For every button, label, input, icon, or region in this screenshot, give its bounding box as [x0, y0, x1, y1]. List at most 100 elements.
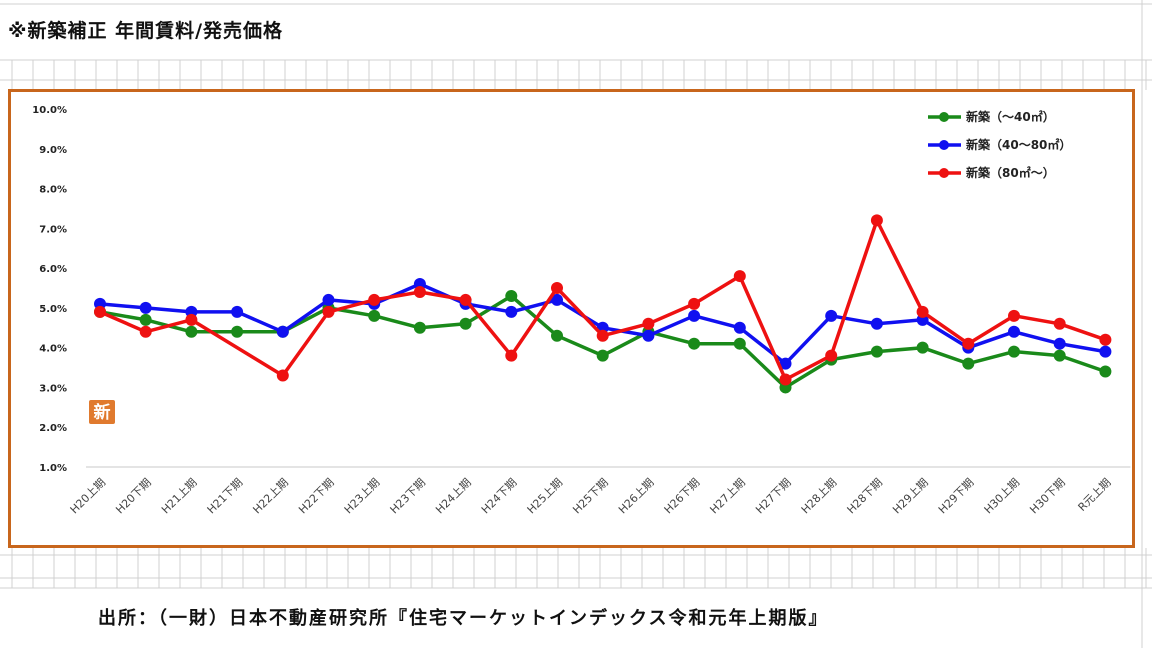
data-point: [870, 317, 883, 330]
x-tick-label: H20下期: [113, 476, 154, 517]
data-point: [413, 285, 426, 298]
data-point: [459, 317, 472, 330]
x-tick-label: H21上期: [159, 476, 200, 517]
x-tick-label: H30下期: [1027, 476, 1068, 517]
x-tick-label: H23下期: [388, 476, 429, 517]
chart-frame[interactable]: 1.0% 2.0% 3.0% 4.0% 5.0% 6.0% 7.0% 8.0% 9.0% 10.0…: [8, 89, 1135, 548]
data-point: [1099, 365, 1112, 378]
data-point: [1053, 337, 1066, 350]
data-point: [231, 305, 244, 318]
data-point: [870, 345, 883, 358]
data-point: [139, 313, 152, 326]
y-tick-label: 3.0%: [39, 383, 67, 394]
data-point: [276, 369, 289, 382]
line-chart: 1.0% 2.0% 3.0% 4.0% 5.0% 6.0% 7.0% 8.0% 9.0% 10.0…: [32, 105, 1131, 517]
x-tick-label: H27下期: [753, 476, 794, 517]
x-tick-label: H23上期: [342, 476, 383, 517]
data-point: [139, 325, 152, 338]
y-tick-label: 6.0%: [39, 264, 67, 275]
series-3: [94, 214, 1112, 386]
data-point: [413, 321, 426, 334]
data-point: [551, 293, 563, 306]
data-point: [916, 305, 929, 318]
data-point: [231, 325, 244, 338]
data-point: [825, 309, 838, 322]
data-point: [505, 349, 518, 362]
legend-marker: [939, 168, 949, 178]
data-point: [733, 321, 746, 334]
data-point: [688, 337, 701, 350]
y-tick-label: 7.0%: [39, 224, 67, 235]
data-point: [1099, 333, 1112, 346]
x-tick-label: H27上期: [707, 476, 748, 517]
data-point: [1008, 345, 1020, 358]
x-tick-label: H20上期: [68, 476, 109, 517]
data-point: [916, 341, 929, 354]
badge-text: 新: [94, 402, 111, 423]
data-point: [1008, 325, 1020, 338]
data-point: [185, 325, 198, 338]
data-point: [459, 293, 472, 306]
y-tick-label: 2.0%: [39, 423, 67, 434]
data-point: [1053, 349, 1066, 362]
x-tick-label: H25下期: [570, 476, 611, 517]
legend-label: 新築（80㎡～）: [966, 165, 1055, 180]
y-tick-label: 9.0%: [39, 145, 67, 156]
data-point: [322, 305, 335, 318]
x-tick-label: H28上期: [799, 476, 840, 517]
x-tick-label: H26上期: [616, 476, 657, 517]
data-point: [870, 214, 883, 227]
data-point: [642, 317, 655, 330]
data-point: [779, 357, 792, 370]
x-tick-label: H30上期: [982, 476, 1023, 517]
y-tick-label: 8.0%: [39, 185, 67, 196]
data-point: [185, 313, 198, 326]
data-point: [962, 337, 975, 350]
x-tick-label: H25上期: [525, 476, 566, 517]
page-heading: ※新築補正 年間賃料/発売価格: [8, 20, 284, 42]
data-point: [505, 289, 518, 302]
data-point: [551, 329, 563, 342]
data-point: [596, 349, 609, 362]
legend-marker: [939, 140, 949, 150]
data-point: [779, 373, 792, 386]
data-point: [596, 329, 609, 342]
data-point: [368, 293, 381, 306]
new-badge: 新: [89, 400, 115, 424]
data-point: [322, 293, 335, 306]
data-point: [1053, 317, 1066, 330]
x-tick-label: H24上期: [433, 476, 474, 517]
x-tick-label: H21下期: [205, 476, 246, 517]
data-point: [733, 270, 746, 283]
data-point: [551, 282, 563, 294]
badge-box: [89, 400, 115, 424]
data-point: [1008, 309, 1020, 322]
data-point: [825, 349, 838, 362]
x-axis: H20上期 H20下期 H21上期 H21下期 H22上期 H22下期 H23上期 H23下期…: [68, 476, 1114, 517]
y-tick-label: 10.0%: [32, 105, 67, 116]
source-citation: 出所：（一財）日本不動産研究所『住宅マーケットインデックス令和元年上期版』: [98, 608, 829, 629]
x-tick-label: H29上期: [890, 476, 931, 517]
data-point: [642, 329, 655, 342]
data-point: [1099, 345, 1112, 358]
x-tick-label: H22下期: [296, 476, 337, 517]
x-tick-label: H22上期: [250, 476, 291, 517]
x-tick-label: R元上期: [1076, 476, 1114, 514]
legend-marker: [939, 112, 949, 122]
y-tick-label: 1.0%: [39, 463, 67, 474]
data-point: [688, 297, 701, 310]
data-point: [139, 301, 152, 314]
x-tick-label: H24下期: [479, 476, 520, 517]
data-point: [94, 305, 106, 318]
legend-label: 新築（40～80㎡）: [966, 137, 1071, 152]
legend: 新築（～40㎡） 新築（40～80㎡） 新築（80㎡～）: [928, 109, 1071, 180]
data-point: [505, 305, 518, 318]
x-tick-label: H29下期: [936, 476, 977, 517]
data-point: [276, 325, 289, 338]
data-point: [962, 357, 975, 370]
data-point: [368, 309, 381, 322]
series-line: [99, 218, 1106, 382]
y-tick-label: 5.0%: [39, 304, 67, 315]
